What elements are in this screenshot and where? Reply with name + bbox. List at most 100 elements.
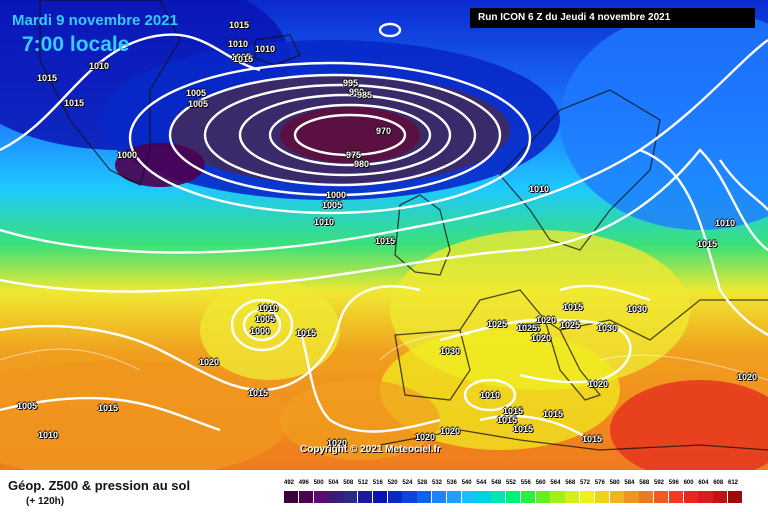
scale-swatch xyxy=(284,491,299,503)
isobar-label: 1025 xyxy=(520,323,541,333)
scale-tick-label: 528 xyxy=(417,480,428,486)
isobar-label: 1005 xyxy=(231,52,252,62)
scale-tick-label: 584 xyxy=(624,480,635,486)
isobar-label: 1010 xyxy=(228,39,249,49)
isobar-label: 1015 xyxy=(64,98,85,108)
scale-swatch xyxy=(298,491,314,503)
southwest-orange-zone xyxy=(0,360,290,470)
legend-title: Géop. Z500 & pression au sol xyxy=(8,478,191,493)
scandinavia-blue-zone xyxy=(560,10,768,230)
isobar-label: 1030 xyxy=(440,346,461,356)
isobar-label: 1015 xyxy=(503,406,524,416)
scale-swatch xyxy=(328,491,343,503)
scale-swatch xyxy=(609,491,624,503)
isobar-label: 1020 xyxy=(415,432,436,442)
scale-tick-label: 536 xyxy=(446,480,457,486)
atlantic-ridge-yellow-zone xyxy=(200,280,340,380)
scale-tick-label: 520 xyxy=(387,480,398,486)
scale-swatch xyxy=(728,491,743,503)
scale-tick-label: 496 xyxy=(298,480,309,486)
scale-tick-label: 608 xyxy=(713,480,724,486)
forecast-hour: 7:00 locale xyxy=(22,33,130,56)
isobar-label: 1005 xyxy=(322,200,343,210)
scale-tick-label: 560 xyxy=(535,480,546,486)
scale-tick-label: 512 xyxy=(358,480,369,486)
central-orange-zone xyxy=(280,380,440,460)
scale-swatch xyxy=(713,491,728,503)
scale-tick-label: 604 xyxy=(698,480,709,486)
isobar-label: 1025 xyxy=(560,320,581,330)
scale-swatch xyxy=(639,491,654,503)
scale-swatch xyxy=(358,491,373,503)
scale-tick-label: 576 xyxy=(594,480,605,486)
copyright-notice: Copyright © 2021 Meteociel.fr xyxy=(300,444,441,455)
isobar-lines xyxy=(0,22,768,441)
scale-swatch xyxy=(654,491,669,503)
legend-subtitle: (+ 120h) xyxy=(26,496,65,507)
isobar-label: 1015 xyxy=(582,434,603,444)
isobar-label: 1000 xyxy=(117,150,138,160)
scale-tick-label: 500 xyxy=(313,480,324,486)
isobar-label: 1020 xyxy=(199,357,220,367)
scale-swatch xyxy=(668,491,684,503)
isobar-label: 1015 xyxy=(497,415,518,425)
scale-swatch xyxy=(698,491,713,503)
scale-tick-label: 548 xyxy=(491,480,502,486)
scale-tick-label: 596 xyxy=(668,480,679,486)
scale-tick-label: 580 xyxy=(609,480,620,486)
greenland-low-zone xyxy=(115,143,205,187)
isobar-label: 1015 xyxy=(513,424,534,434)
scale-swatch xyxy=(594,491,610,503)
scale-tick-label: 568 xyxy=(565,480,576,486)
isobar-label: 1020 xyxy=(588,379,609,389)
british-isles-coast xyxy=(394,194,451,276)
isobar-label: 1015 xyxy=(229,20,250,30)
scale-tick-label: 572 xyxy=(580,480,591,486)
scale-swatch xyxy=(432,491,447,503)
iberia-coast xyxy=(394,329,471,401)
isobar-label: 980 xyxy=(354,159,370,169)
scale-tick-label: 612 xyxy=(728,480,739,486)
scale-tick-label: 556 xyxy=(520,480,531,486)
scale-swatch xyxy=(506,491,521,503)
scale-tick-label: 540 xyxy=(461,480,472,486)
isobar-label: 1020 xyxy=(531,333,552,343)
scale-swatch xyxy=(565,491,580,503)
isobar-label: 1000 xyxy=(250,326,271,336)
isobar-label: 1005 xyxy=(186,88,207,98)
scale-swatch xyxy=(683,491,698,503)
scale-tick-label: 508 xyxy=(343,480,354,486)
low-core-zone xyxy=(280,107,420,163)
color-scale: 492 496 500 504 508 512 516 520 524 528 532 536 540 5… xyxy=(284,480,744,504)
scale-tick-label: 504 xyxy=(328,480,339,486)
iceland-coast xyxy=(254,34,301,66)
scale-swatch xyxy=(417,491,432,503)
isobar-label: 995 xyxy=(343,78,359,88)
isobar-label: 1020 xyxy=(440,426,461,436)
isobar-label: 1005 xyxy=(17,401,38,411)
isobar-label: 1015 xyxy=(296,328,317,338)
scale-swatch xyxy=(343,491,358,503)
scale-swatch xyxy=(491,491,506,503)
isobar-label: 1025 xyxy=(487,319,508,329)
isobar-label: 1030 xyxy=(597,323,618,333)
scale-swatch xyxy=(446,491,462,503)
isobar-label: 990 xyxy=(349,87,365,97)
isobar-label: 985 xyxy=(357,90,373,100)
isobar-label: 1010 xyxy=(480,390,501,400)
isobar-label: 1015 xyxy=(37,73,58,83)
isobar-label: 1010 xyxy=(89,61,110,71)
isobar-label: 1000 xyxy=(326,190,347,200)
scale-swatch xyxy=(402,491,417,503)
scale-tick-label: 552 xyxy=(506,480,517,486)
isobar-label: 1005 xyxy=(255,314,276,324)
scale-tick-label: 600 xyxy=(683,480,694,486)
scale-tick-label: 524 xyxy=(402,480,413,486)
scale-swatch xyxy=(387,491,402,503)
forecast-date: Mardi 9 novembre 2021 xyxy=(12,12,178,29)
isobar-label: 1015 xyxy=(233,54,254,64)
scale-swatch xyxy=(550,491,565,503)
scale-tick-label: 492 xyxy=(284,480,295,486)
isobar-label: 1005 xyxy=(188,99,209,109)
